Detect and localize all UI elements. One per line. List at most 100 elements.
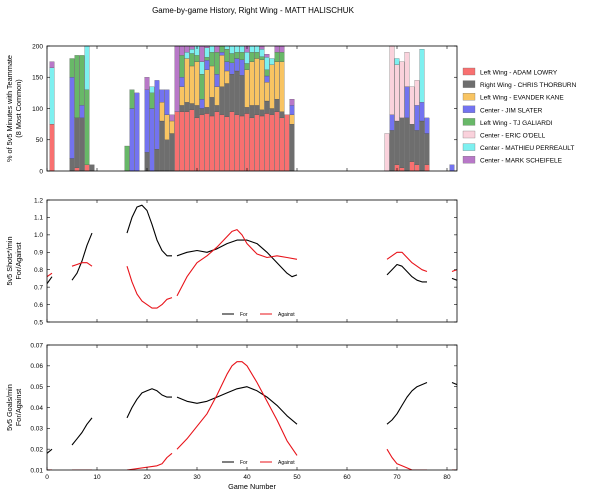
legend-swatch	[462, 105, 476, 113]
bar-segment	[194, 55, 200, 62]
bar-segment	[204, 47, 210, 58]
bar-segment	[289, 105, 295, 115]
bar-segment	[269, 58, 275, 65]
bar-segment	[74, 167, 80, 172]
bar-segment	[239, 75, 245, 117]
bar-segment	[229, 111, 235, 172]
bar-segment	[274, 52, 280, 62]
bar-segment	[154, 80, 160, 150]
bar-segment	[79, 105, 85, 118]
bar-segment	[239, 115, 245, 172]
y-tick-label: 0.5	[34, 319, 43, 326]
bar-segment	[254, 45, 260, 53]
legend-label: For	[240, 312, 248, 318]
bar-segment	[129, 108, 135, 172]
bar-segment	[424, 133, 430, 165]
bar-segment	[239, 59, 245, 76]
bar-segment	[124, 145, 130, 172]
y-tick-label: 0.04	[30, 405, 43, 412]
bar-segment	[414, 105, 420, 131]
bar-segment	[189, 49, 195, 54]
bar-segment	[264, 54, 270, 58]
y-axis-label: 5v5 Goals/minFor/Against	[5, 384, 23, 431]
plot-frame	[46, 199, 458, 323]
bar-segment	[199, 61, 205, 75]
bar-segment	[199, 45, 205, 62]
x-tick-label: 20	[143, 474, 151, 481]
bar-segment	[209, 65, 215, 98]
bar-segment	[144, 77, 150, 90]
bar-segment	[154, 149, 160, 172]
bar-segment	[264, 113, 270, 172]
bar-segment	[214, 86, 220, 106]
bar-segment	[249, 117, 255, 172]
bar-segment	[204, 107, 210, 114]
bar-segment	[159, 102, 165, 122]
bar-segment	[399, 61, 405, 118]
y-tick-label: 1.2	[34, 197, 43, 204]
bar-segment	[269, 114, 275, 172]
bar-segment	[149, 92, 155, 109]
bar-segment	[159, 89, 165, 103]
bar-segment	[254, 52, 260, 59]
bar-segment	[219, 86, 225, 115]
bar-segment	[184, 58, 190, 103]
against-line	[126, 452, 173, 470]
for-line	[386, 263, 427, 283]
bar-segment	[214, 74, 220, 87]
bar-segment	[179, 77, 185, 87]
bar-segment	[219, 52, 225, 56]
bar-segment	[179, 105, 185, 112]
y-tick-label: 0.02	[30, 446, 43, 453]
bar-segment	[229, 53, 235, 63]
y-tick-label: 0.7	[34, 284, 43, 291]
bar-segment	[394, 120, 400, 165]
legend-label: Left Wing - ADAM LOWRY	[480, 70, 558, 77]
bar-segment	[224, 45, 230, 50]
x-tick-label: 50	[293, 474, 301, 481]
for-line	[47, 276, 53, 285]
bar-segment	[229, 62, 235, 75]
bar-segment	[129, 89, 135, 109]
bar-segment	[84, 45, 90, 90]
bar-segment	[69, 77, 75, 159]
bar-segment	[424, 117, 430, 134]
x-tick-label: 10	[93, 474, 101, 481]
bar-segment	[179, 55, 185, 78]
bar-segment	[214, 105, 220, 112]
bar-segment	[134, 92, 140, 172]
bar-segment	[194, 117, 200, 172]
for-line	[386, 381, 428, 425]
bar-segment	[224, 83, 230, 117]
against-line	[71, 262, 93, 267]
bar-segment	[184, 52, 190, 59]
for-line	[126, 388, 172, 419]
bar-segment	[419, 49, 425, 103]
plot-frame	[46, 344, 458, 471]
bar-segment	[274, 61, 280, 100]
bar-segment	[389, 130, 395, 172]
x-tick-label: 80	[443, 474, 451, 481]
bar-segment	[224, 116, 230, 172]
lines	[47, 204, 457, 309]
legend-swatch	[462, 93, 476, 101]
chart-title: Game-by-game History, Right Wing - MATT …	[152, 6, 354, 15]
shots-per-min-panel: 0.5 0.6 0.7 0.8 0.9 1.0 1.1 1.2 5v5 Shots*/minFo…	[5, 197, 458, 326]
bar-segment	[289, 99, 295, 106]
bar-segment	[164, 114, 170, 140]
bar-segment	[209, 97, 215, 117]
y-tick-label: 0.05	[30, 384, 43, 391]
y-tick-label: 200	[32, 43, 43, 50]
for-line	[451, 381, 457, 386]
bar-segment	[259, 109, 265, 117]
legend-swatch	[462, 67, 476, 76]
bar-segment	[289, 114, 295, 125]
bar-segment	[49, 124, 55, 172]
bar-segment	[244, 113, 250, 172]
bar-segment	[49, 61, 55, 68]
bar-segment	[84, 89, 90, 165]
bar-segment	[424, 164, 430, 172]
bar-segment	[74, 55, 80, 118]
bar-segment	[199, 114, 205, 172]
bar-segment	[449, 164, 455, 172]
